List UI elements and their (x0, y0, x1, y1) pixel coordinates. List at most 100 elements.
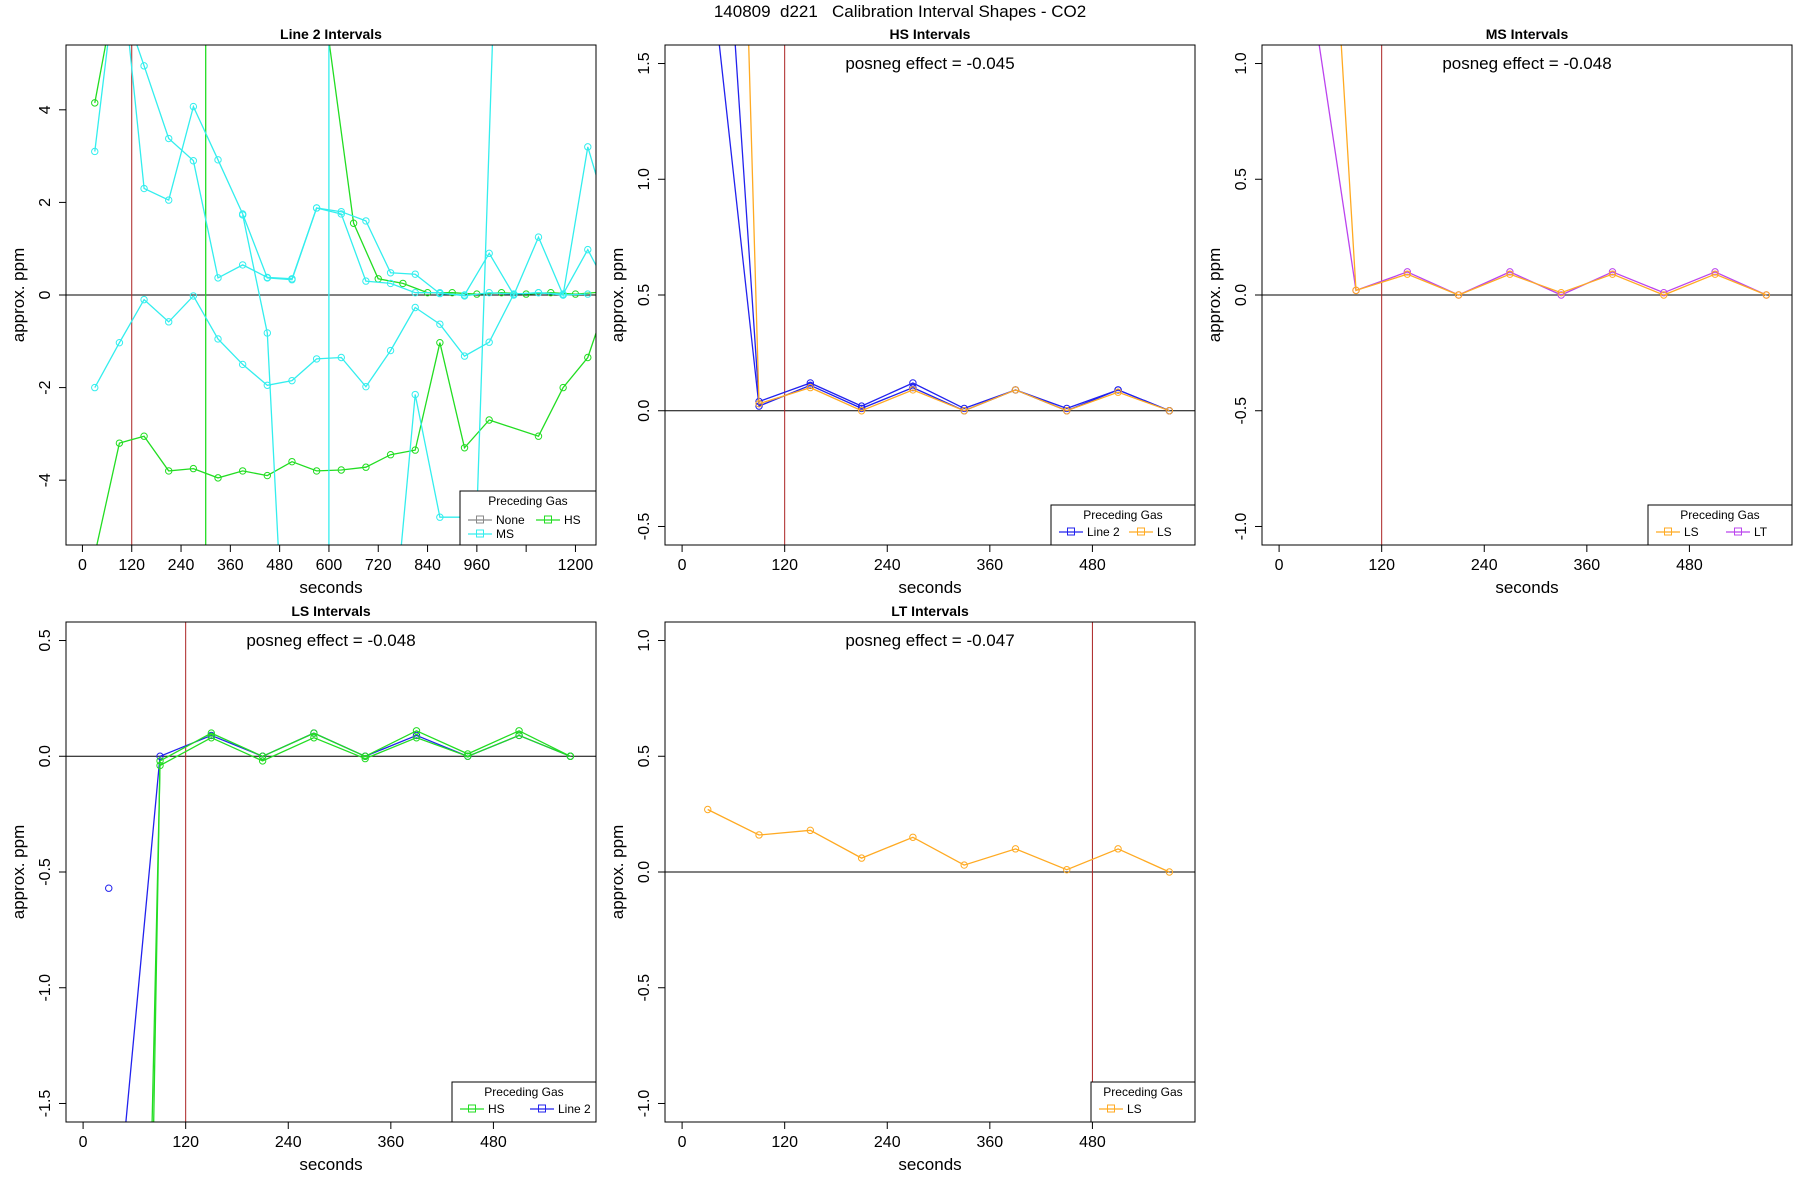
data-point (1011, 845, 1020, 853)
data-point (755, 831, 763, 839)
data-point (1403, 268, 1412, 276)
legend-entry: HS (536, 513, 581, 527)
x-tick-label: 840 (414, 557, 441, 574)
data-point (386, 269, 395, 277)
data-point (214, 274, 222, 282)
legend-title: Preceding Gas (1083, 508, 1162, 522)
series-line (151, 734, 571, 1122)
data-point (515, 727, 523, 735)
data-point (436, 513, 444, 521)
x-axis-label: seconds (1495, 578, 1558, 597)
data-point (857, 404, 866, 413)
x-tick-label: 240 (275, 1134, 302, 1151)
legend-title: Preceding Gas (484, 1085, 563, 1099)
data-point (91, 147, 99, 156)
data-point (412, 731, 421, 740)
x-tick-label: 360 (217, 557, 244, 574)
series-hs (328, 45, 596, 298)
data-point (411, 270, 419, 278)
data-point (238, 211, 247, 219)
x-tick-label: 240 (168, 557, 195, 574)
data-point (1011, 386, 1020, 394)
y-tick-label: 1.5 (636, 52, 653, 74)
data-point (485, 288, 493, 297)
y-tick-label: -1.0 (1233, 513, 1250, 541)
series-line (1340, 45, 1767, 296)
data-point (448, 288, 456, 297)
series-ls (748, 45, 1174, 415)
data-point (207, 734, 216, 742)
data-point (1063, 865, 1071, 874)
data-point (1711, 270, 1719, 278)
data-point (214, 474, 222, 482)
data-point (165, 467, 173, 475)
legend-title: Preceding Gas (1680, 508, 1759, 522)
data-point (510, 290, 518, 298)
data-point (140, 295, 148, 304)
data-point (1165, 868, 1174, 876)
data-point (584, 143, 592, 151)
data-point (909, 833, 917, 841)
plot-area (66, 45, 596, 545)
panel-ms-intervals: MS Intervals seconds approx. ppm 0 120 240 360… (1205, 26, 1793, 597)
y-tick-label: -0.5 (636, 513, 653, 541)
x-axis-label: seconds (299, 578, 362, 597)
series-line (94, 45, 107, 104)
x-tick-label: 120 (1368, 557, 1395, 574)
series-line (136, 45, 596, 297)
legend-swatch-marker (476, 515, 484, 524)
legend-title: Preceding Gas (1103, 1085, 1182, 1099)
y-tick-label: 0.0 (37, 745, 54, 767)
series-ms (91, 288, 592, 392)
legend-title: Preceding Gas (488, 494, 567, 508)
data-point (584, 290, 592, 298)
data-point (1608, 270, 1617, 278)
x-axis-label: seconds (898, 1155, 961, 1174)
legend: Preceding Gas LS (1090, 1081, 1196, 1123)
data-point (857, 402, 866, 410)
data-point (1063, 404, 1071, 413)
data-point (258, 752, 267, 760)
data-point (189, 102, 198, 111)
y-tick-label: -0.5 (37, 858, 54, 886)
series-line (748, 45, 1170, 412)
data-point (115, 439, 124, 447)
data-point (909, 383, 917, 392)
data-point (238, 360, 247, 369)
panel-lt-intervals: LT Intervals seconds approx. ppm 0 120 240 360… (608, 603, 1196, 1174)
data-point (140, 184, 148, 193)
data-point (411, 303, 419, 312)
data-point (460, 352, 469, 360)
data-point (460, 444, 469, 452)
data-point (464, 750, 472, 758)
series-ls (1340, 45, 1771, 299)
x-tick-label: 240 (1471, 557, 1498, 574)
y-axis-label: approx. ppm (1205, 248, 1224, 343)
series-line (242, 214, 279, 545)
data-point (806, 826, 815, 835)
data-point (312, 467, 321, 475)
data-point (115, 338, 124, 347)
data-point (704, 805, 712, 814)
data-point (1114, 845, 1122, 853)
series-line-2 (105, 884, 113, 892)
data-point (312, 355, 321, 363)
legend-label: MS (496, 527, 514, 541)
legend-swatch-marker (468, 1104, 476, 1113)
x-tick-label: 360 (377, 1134, 404, 1151)
data-point (214, 335, 222, 343)
data-point (1660, 291, 1668, 299)
panel-title: MS Intervals (1486, 26, 1569, 42)
data-point (960, 861, 968, 869)
series-hs (96, 331, 596, 545)
legend-label: LS (1127, 1102, 1142, 1116)
figure-title: 140809 d221 Calibration Interval Shapes … (713, 2, 1087, 21)
y-tick-label: -1.5 (37, 1090, 54, 1118)
plot-frame (65, 44, 597, 546)
data-point (189, 292, 198, 300)
data-point (857, 407, 866, 415)
x-tick-label: 480 (1079, 557, 1106, 574)
legend-swatch-marker (538, 1104, 546, 1113)
data-point (534, 233, 543, 241)
